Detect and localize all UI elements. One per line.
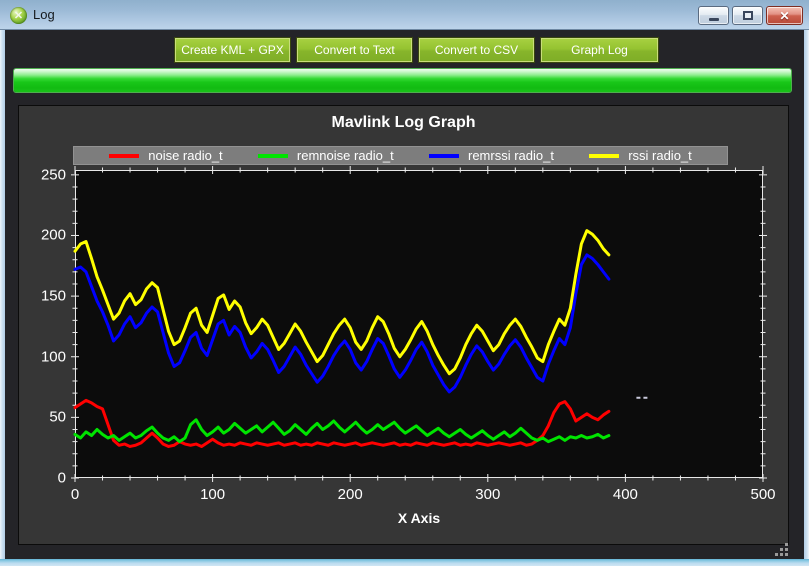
x-tick-label: 500 bbox=[750, 486, 776, 503]
legend-swatch-remnoise bbox=[257, 153, 288, 158]
window-border-right bbox=[804, 30, 809, 559]
x-tick-label: 100 bbox=[200, 486, 226, 503]
y-tick-label: 50 bbox=[49, 408, 66, 426]
y-tick-label: 200 bbox=[40, 226, 66, 244]
x-tick-label: 400 bbox=[612, 486, 638, 503]
window-border-bottom bbox=[0, 559, 809, 566]
plot-area[interactable] bbox=[71, 166, 767, 482]
chart-legend: noise radio_t remnoise radio_t remrssi r… bbox=[73, 146, 728, 165]
y-tick-label: 100 bbox=[40, 348, 66, 366]
legend-label-remrssi: remrssi radio_t bbox=[467, 148, 554, 163]
window-border-left bbox=[0, 30, 5, 559]
legend-item-remrssi: remrssi radio_t bbox=[428, 148, 554, 163]
graph-log-button[interactable]: Graph Log bbox=[541, 38, 658, 62]
minimize-icon bbox=[708, 18, 719, 21]
create-kml-gpx-button[interactable]: Create KML + GPX bbox=[175, 38, 290, 62]
legend-label-remnoise: remnoise radio_t bbox=[296, 148, 394, 163]
restore-icon bbox=[742, 11, 753, 20]
restore-button[interactable] bbox=[732, 6, 763, 25]
legend-swatch-remrssi bbox=[428, 153, 459, 158]
y-axis-labels: 250 200 150 100 50 0 bbox=[19, 166, 69, 486]
resize-grip[interactable] bbox=[775, 543, 789, 557]
titlebar[interactable]: Log bbox=[0, 0, 809, 30]
legend-label-noise: noise radio_t bbox=[148, 148, 223, 163]
legend-item-remnoise: remnoise radio_t bbox=[257, 148, 394, 163]
close-button[interactable] bbox=[766, 6, 803, 25]
x-tick-label: 200 bbox=[337, 486, 363, 503]
x-axis-title: X Axis bbox=[397, 510, 441, 526]
content-area: Create KML + GPX Convert to Text Convert… bbox=[5, 30, 804, 559]
legend-swatch-rssi bbox=[589, 153, 620, 158]
legend-item-rssi: rssi radio_t bbox=[589, 148, 692, 163]
legend-swatch-noise bbox=[109, 153, 140, 158]
y-tick-label: 250 bbox=[40, 166, 66, 184]
convert-to-text-button[interactable]: Convert to Text bbox=[297, 38, 412, 62]
convert-to-csv-button[interactable]: Convert to CSV bbox=[419, 38, 534, 62]
legend-label-rssi: rssi radio_t bbox=[628, 148, 692, 163]
window-controls bbox=[698, 6, 803, 25]
y-tick-label: 150 bbox=[40, 287, 66, 305]
toolbar: Create KML + GPX Convert to Text Convert… bbox=[175, 38, 658, 62]
window-title: Log bbox=[33, 7, 55, 22]
app-icon bbox=[10, 7, 27, 24]
minimize-button[interactable] bbox=[698, 6, 729, 25]
plot-canvas bbox=[71, 166, 767, 482]
progress-fill bbox=[14, 69, 791, 92]
x-tick-label: 300 bbox=[475, 486, 501, 503]
grip-dots-icon bbox=[775, 553, 778, 556]
close-icon bbox=[779, 7, 789, 25]
chart-title: Mavlink Log Graph bbox=[331, 114, 476, 131]
y-tick-label: 0 bbox=[57, 469, 66, 487]
x-axis-labels: 0 100 200 300 400 500 bbox=[71, 486, 776, 504]
chart-panel: Mavlink Log Graph noise radio_t remnoise… bbox=[18, 105, 789, 545]
legend-item-noise: noise radio_t bbox=[109, 148, 223, 163]
x-tick-label: 0 bbox=[70, 486, 80, 503]
progress-bar bbox=[13, 68, 792, 93]
